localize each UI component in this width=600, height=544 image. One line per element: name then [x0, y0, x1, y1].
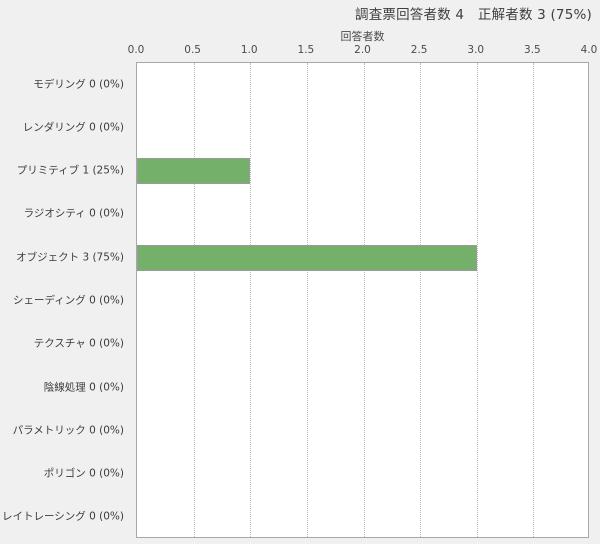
x-tick-label: 0.5: [184, 44, 201, 56]
y-category-label: オブジェクト 3 (75%): [16, 251, 124, 264]
y-category-label: 陰線処理 0 (0%): [43, 381, 124, 394]
chart-plot-area: [136, 62, 589, 538]
x-tick-label: 0.0: [127, 44, 145, 56]
x-tick-label: 3.0: [467, 44, 485, 56]
y-category-label: ポリゴン 0 (0%): [43, 467, 124, 480]
x-axis-title: 回答者数: [340, 30, 385, 43]
y-category-label: テクスチャ 0 (0%): [33, 337, 124, 350]
y-category-label: シェーディング 0 (0%): [13, 294, 124, 307]
y-category-label: プリミティブ 1 (25%): [16, 164, 124, 177]
x-tick-label: 3.5: [524, 44, 541, 56]
x-tick-label: 1.0: [240, 44, 258, 56]
y-category-label: モデリング 0 (0%): [33, 78, 124, 91]
y-category-label: パラメトリック 0 (0%): [12, 424, 124, 437]
y-category-label: レイトレーシング 0 (0%): [2, 510, 124, 523]
x-tick-label: 1.5: [297, 44, 315, 56]
bar: [137, 158, 251, 185]
y-category-label: レンダリング 0 (0%): [22, 121, 124, 134]
y-axis-category-labels: モデリング 0 (0%) レンダリング 0 (0%) プリミティブ 1 (25%) ラ…: [0, 62, 130, 538]
x-tick-label: 2.5: [410, 44, 428, 56]
bar: [137, 244, 477, 271]
x-tick-label: 4.0: [580, 44, 598, 56]
x-axis-tick-labels: 0.0 0.5 1.0 1.5 2.0 2.5 3.0 3.5 4.0: [128, 44, 598, 56]
y-category-label: ラジオシティ 0 (0%): [23, 207, 124, 220]
survey-summary-text: 調査票回答者数 4 正解者数 3 (75%): [355, 7, 592, 23]
bars-layer: [137, 63, 588, 537]
x-tick-label: 2.0: [354, 44, 371, 56]
header-bar: 調査票回答者数 4 正解者数 3 (75%): [0, 0, 600, 26]
